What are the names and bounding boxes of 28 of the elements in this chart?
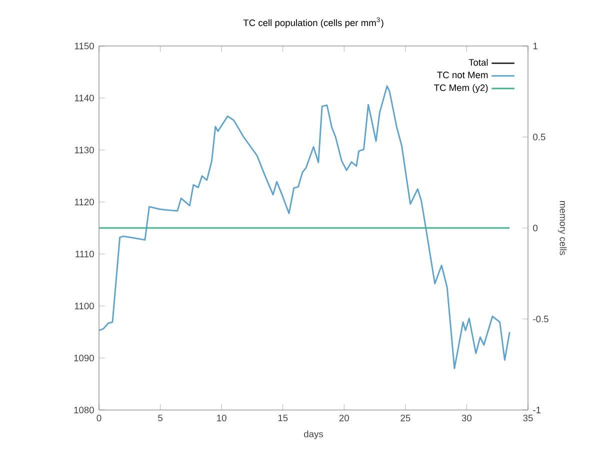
chart-title: TC cell population (cells per mm$^{3}$) bbox=[243, 17, 384, 28]
line-series bbox=[99, 85, 510, 370]
y-tick-label: 1110 bbox=[76, 250, 94, 258]
x-tick-label: 20 bbox=[339, 414, 349, 422]
x-tick-label: 25 bbox=[400, 414, 410, 422]
x-tick-label: 5 bbox=[158, 414, 162, 422]
legend-label: TC not Mem bbox=[437, 72, 488, 78]
y-tick-label: 1090 bbox=[74, 354, 94, 362]
y2-tick-label: 0 bbox=[533, 224, 538, 232]
y-tick-label: 1130 bbox=[74, 146, 94, 154]
x-tick-label: 35 bbox=[523, 414, 533, 422]
y2-tick-label: -1 bbox=[533, 406, 541, 414]
x-tick-label: 30 bbox=[462, 414, 472, 422]
y2-axis-title: memory cells bbox=[558, 201, 567, 256]
x-tick-label: 10 bbox=[217, 414, 226, 422]
y-tick-label: 1150 bbox=[74, 42, 94, 50]
y2-tick-label: -0.5 bbox=[533, 316, 548, 322]
y-tick-label: 1120 bbox=[74, 198, 94, 206]
y2-tick-label: 0.5 bbox=[533, 134, 546, 140]
x-tick-label: 0 bbox=[96, 414, 102, 422]
y2-tick-label: 1 bbox=[533, 42, 538, 50]
legend-label: TC Mem (y2) bbox=[434, 84, 488, 93]
y-tick-label: 1080 bbox=[74, 406, 94, 414]
x-axis-title: days bbox=[304, 430, 324, 440]
legend-label: Total bbox=[468, 58, 488, 66]
x-tick-label: 15 bbox=[278, 414, 288, 422]
y-tick-label: 1100 bbox=[74, 302, 94, 310]
y-tick-label: 1140 bbox=[74, 94, 94, 102]
